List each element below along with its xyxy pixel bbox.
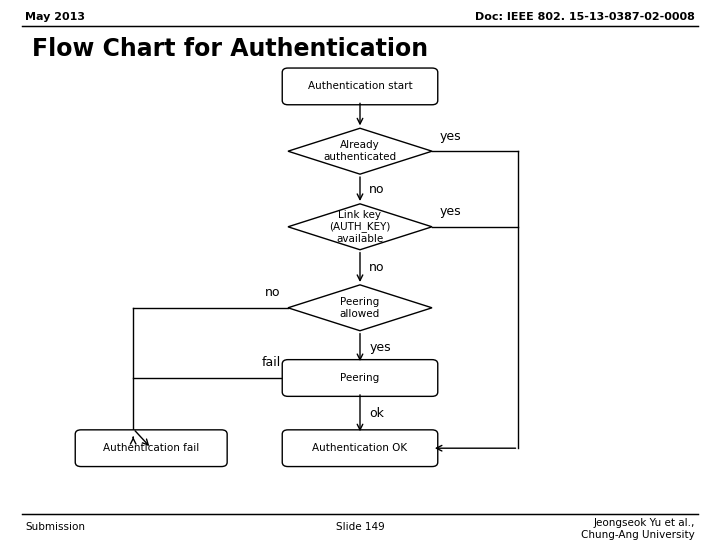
FancyBboxPatch shape	[282, 68, 438, 105]
Text: no: no	[369, 261, 385, 274]
Text: fail: fail	[261, 356, 281, 369]
Text: yes: yes	[439, 130, 461, 143]
Text: Already
authenticated: Already authenticated	[323, 140, 397, 162]
Polygon shape	[288, 285, 432, 330]
Text: no: no	[369, 183, 385, 195]
Text: no: no	[265, 286, 281, 299]
FancyBboxPatch shape	[282, 430, 438, 467]
FancyBboxPatch shape	[282, 360, 438, 396]
Polygon shape	[288, 128, 432, 174]
Text: Submission: Submission	[25, 522, 85, 531]
Text: Slide 149: Slide 149	[336, 522, 384, 531]
Text: Authentication OK: Authentication OK	[312, 443, 408, 453]
Text: Peering: Peering	[341, 373, 379, 383]
Text: yes: yes	[439, 205, 461, 218]
Text: Link key
(AUTH_KEY)
available: Link key (AUTH_KEY) available	[329, 210, 391, 244]
Text: Flow Chart for Authentication: Flow Chart for Authentication	[32, 37, 428, 60]
FancyBboxPatch shape	[75, 430, 228, 467]
Text: ok: ok	[369, 407, 384, 420]
Polygon shape	[288, 204, 432, 249]
Text: May 2013: May 2013	[25, 12, 85, 22]
Text: Jeongseok Yu et al.,
Chung-Ang University: Jeongseok Yu et al., Chung-Ang Universit…	[581, 518, 695, 540]
Text: Peering
allowed: Peering allowed	[340, 297, 380, 319]
Text: Authentication start: Authentication start	[307, 82, 413, 91]
Text: Authentication fail: Authentication fail	[103, 443, 199, 453]
Text: yes: yes	[369, 341, 391, 354]
Text: Doc: IEEE 802. 15-13-0387-02-0008: Doc: IEEE 802. 15-13-0387-02-0008	[475, 12, 695, 22]
